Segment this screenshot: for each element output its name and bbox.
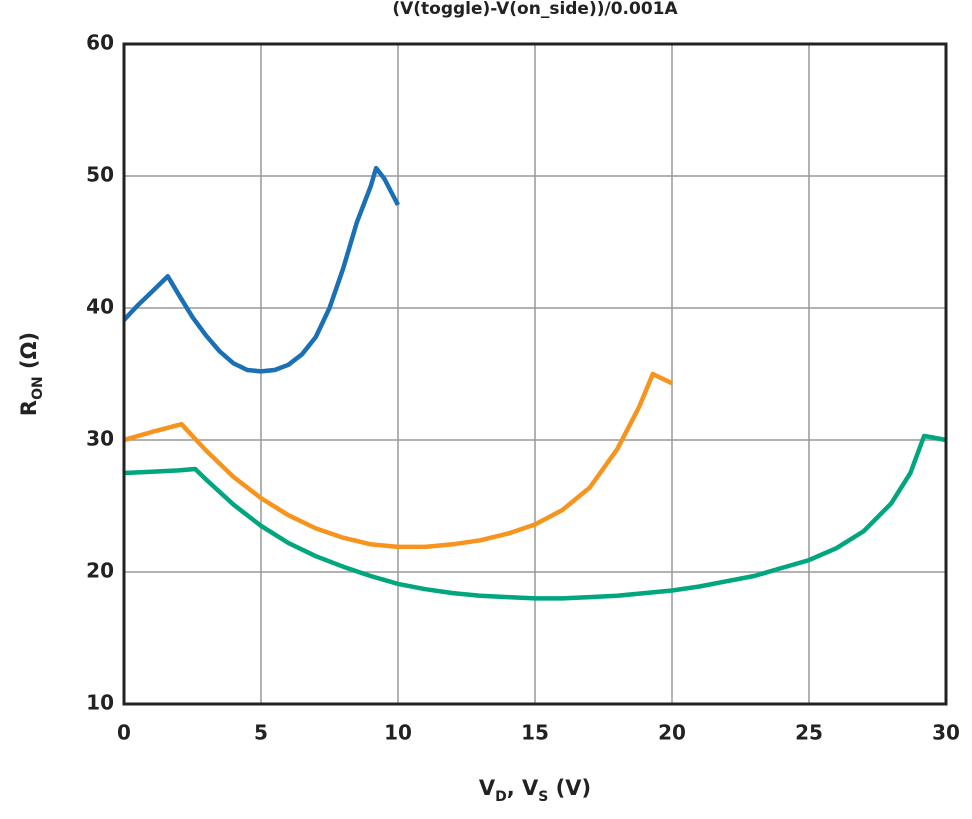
y-tick-label: 50 — [86, 163, 114, 187]
data-line — [123, 371, 673, 550]
x-axis-label-part: D — [495, 789, 507, 805]
y-tick-label: 60 — [86, 31, 114, 55]
y-axis-label-part: R — [17, 400, 41, 416]
x-axis-label-part: V — [479, 776, 496, 800]
y-tick-label: 20 — [86, 559, 114, 583]
chart-title: (V(toggle)-V(on_side))/0.001A — [392, 0, 678, 19]
y-tick-label: 40 — [86, 295, 114, 319]
y-axis-label-part: ON — [30, 376, 46, 400]
x-tick-label: 10 — [384, 721, 412, 745]
y-axis-label-part: (Ω) — [17, 332, 41, 376]
x-tick-label: 25 — [795, 721, 823, 745]
x-tick-label: 20 — [658, 721, 686, 745]
x-axis-label-part: , V — [507, 776, 539, 800]
x-tick-label: 0 — [117, 721, 131, 745]
x-axis-label: VD, VS (V) — [479, 776, 591, 805]
y-tick-label: 30 — [86, 427, 114, 451]
data-line — [123, 433, 947, 601]
plot-frame — [122, 42, 948, 706]
data-line — [122, 165, 400, 374]
x-axis-label-part: (V) — [548, 776, 591, 800]
y-tick-label: 10 — [86, 691, 114, 715]
x-tick-label: 5 — [254, 721, 268, 745]
y-axis-label: RON (Ω) — [17, 332, 46, 416]
x-tick-label: 15 — [521, 721, 549, 745]
x-tick-label: 30 — [932, 721, 960, 745]
x-axis-label-part: S — [538, 789, 548, 805]
